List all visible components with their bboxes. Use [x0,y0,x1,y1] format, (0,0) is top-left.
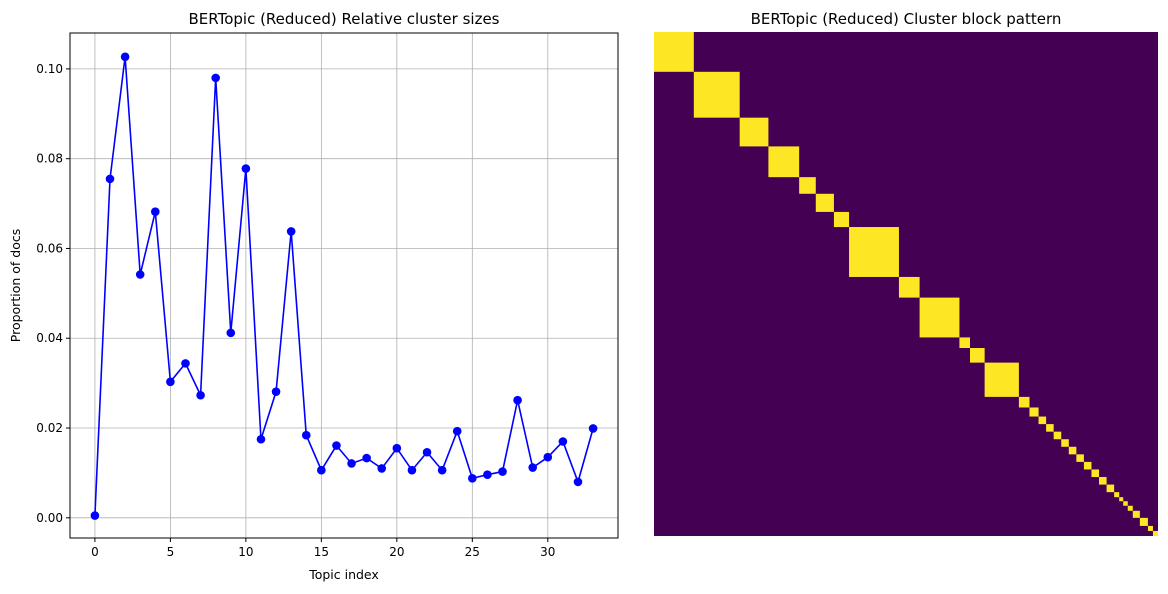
data-point [407,465,417,475]
data-point [286,227,296,236]
cluster-block [1053,431,1062,440]
x-tick-label: 5 [167,545,175,559]
data-point [150,207,160,216]
cluster-block [1123,501,1128,506]
cluster-block [693,71,740,118]
data-point [513,395,522,405]
y-tick-label: 0.00 [36,511,63,525]
x-tick-label: 0 [91,545,99,559]
data-point [181,359,190,368]
cluster-block [1127,505,1133,511]
data-point [271,387,281,396]
cluster-block [1099,477,1107,485]
data-point [196,390,205,400]
cluster-block [654,32,694,72]
cluster-block [959,337,970,348]
data-point [588,424,598,433]
data-point [377,464,387,473]
cluster-block [1147,525,1153,531]
cluster-block [1018,396,1030,408]
cluster-block [984,362,1019,397]
cluster-block [849,227,899,277]
data-point [483,470,492,480]
cluster-block [1083,461,1092,470]
heatmap-chart: BERTopic (Reduced) Cluster block pattern [654,10,1158,536]
x-axis-label: Topic index [308,567,379,582]
y-tick-label: 0.06 [36,241,63,255]
x-tick-label: 25 [465,545,480,559]
cluster-block [919,297,960,338]
data-point [90,511,100,520]
y-tick-label: 0.02 [36,421,63,435]
cluster-block [1114,492,1120,498]
cluster-block [739,117,769,147]
x-tick-label: 15 [314,545,329,559]
data-point [347,459,356,468]
data-point [317,465,326,475]
cluster-block [1132,510,1140,518]
data-point [452,426,462,436]
y-tick-label: 0.04 [36,331,63,345]
series-line [94,56,594,516]
data-point [528,463,538,472]
data-point [120,52,130,62]
heatmap-title: BERTopic (Reduced) Cluster block pattern [751,10,1062,28]
cluster-block [1152,530,1158,536]
data-point [437,465,447,475]
data-point [468,473,477,483]
data-points [90,52,598,520]
cluster-block [815,193,834,212]
cluster-block [768,146,800,178]
cluster-block [1076,454,1084,462]
cluster-block [898,276,920,298]
cluster-block [799,177,816,194]
data-point [166,377,175,387]
chart-title: BERTopic (Reduced) Relative cluster size… [188,10,499,28]
x-tick-label: 30 [540,545,555,559]
x-axis-ticks: 0 5 10 15 20 25 30 [91,538,555,559]
cluster-block [1091,469,1100,478]
line-chart: 0 5 10 15 20 25 30 0.00 0.02 0.04 0.06 0.08 0.10 BE… [8,10,619,582]
data-point [332,441,341,450]
cluster-block [1038,416,1047,425]
x-tick-label: 20 [389,545,404,559]
cluster-block [833,211,850,228]
x-tick-label: 10 [238,545,253,559]
data-point [558,437,568,446]
data-point [226,328,236,338]
data-point [135,270,145,279]
cluster-block [1061,439,1069,447]
cluster-block [1139,517,1148,526]
data-point [211,73,220,83]
data-point [422,447,432,457]
cluster-blocks [654,32,1158,536]
data-point [362,453,371,463]
cluster-block [1068,446,1077,455]
data-point [301,430,311,440]
cluster-block [1046,424,1054,432]
y-tick-label: 0.08 [36,152,63,166]
plot-frame [69,32,619,539]
cluster-block [970,348,985,363]
cluster-block [1106,484,1115,493]
y-axis-label: Proportion of docs [8,229,23,342]
data-point [105,174,115,184]
cluster-block [1119,497,1124,502]
y-tick-label: 0.10 [36,62,63,76]
data-point [256,434,266,444]
plot-area [70,33,618,538]
y-axis-ticks: 0.00 0.02 0.04 0.06 0.08 0.10 [36,62,70,525]
data-point [241,164,251,173]
data-point [498,467,507,476]
data-point [392,443,402,453]
grid-lines [70,33,618,538]
data-point [543,452,553,462]
data-point [573,477,583,487]
cluster-block [1029,407,1039,417]
series-polyline [94,56,594,516]
